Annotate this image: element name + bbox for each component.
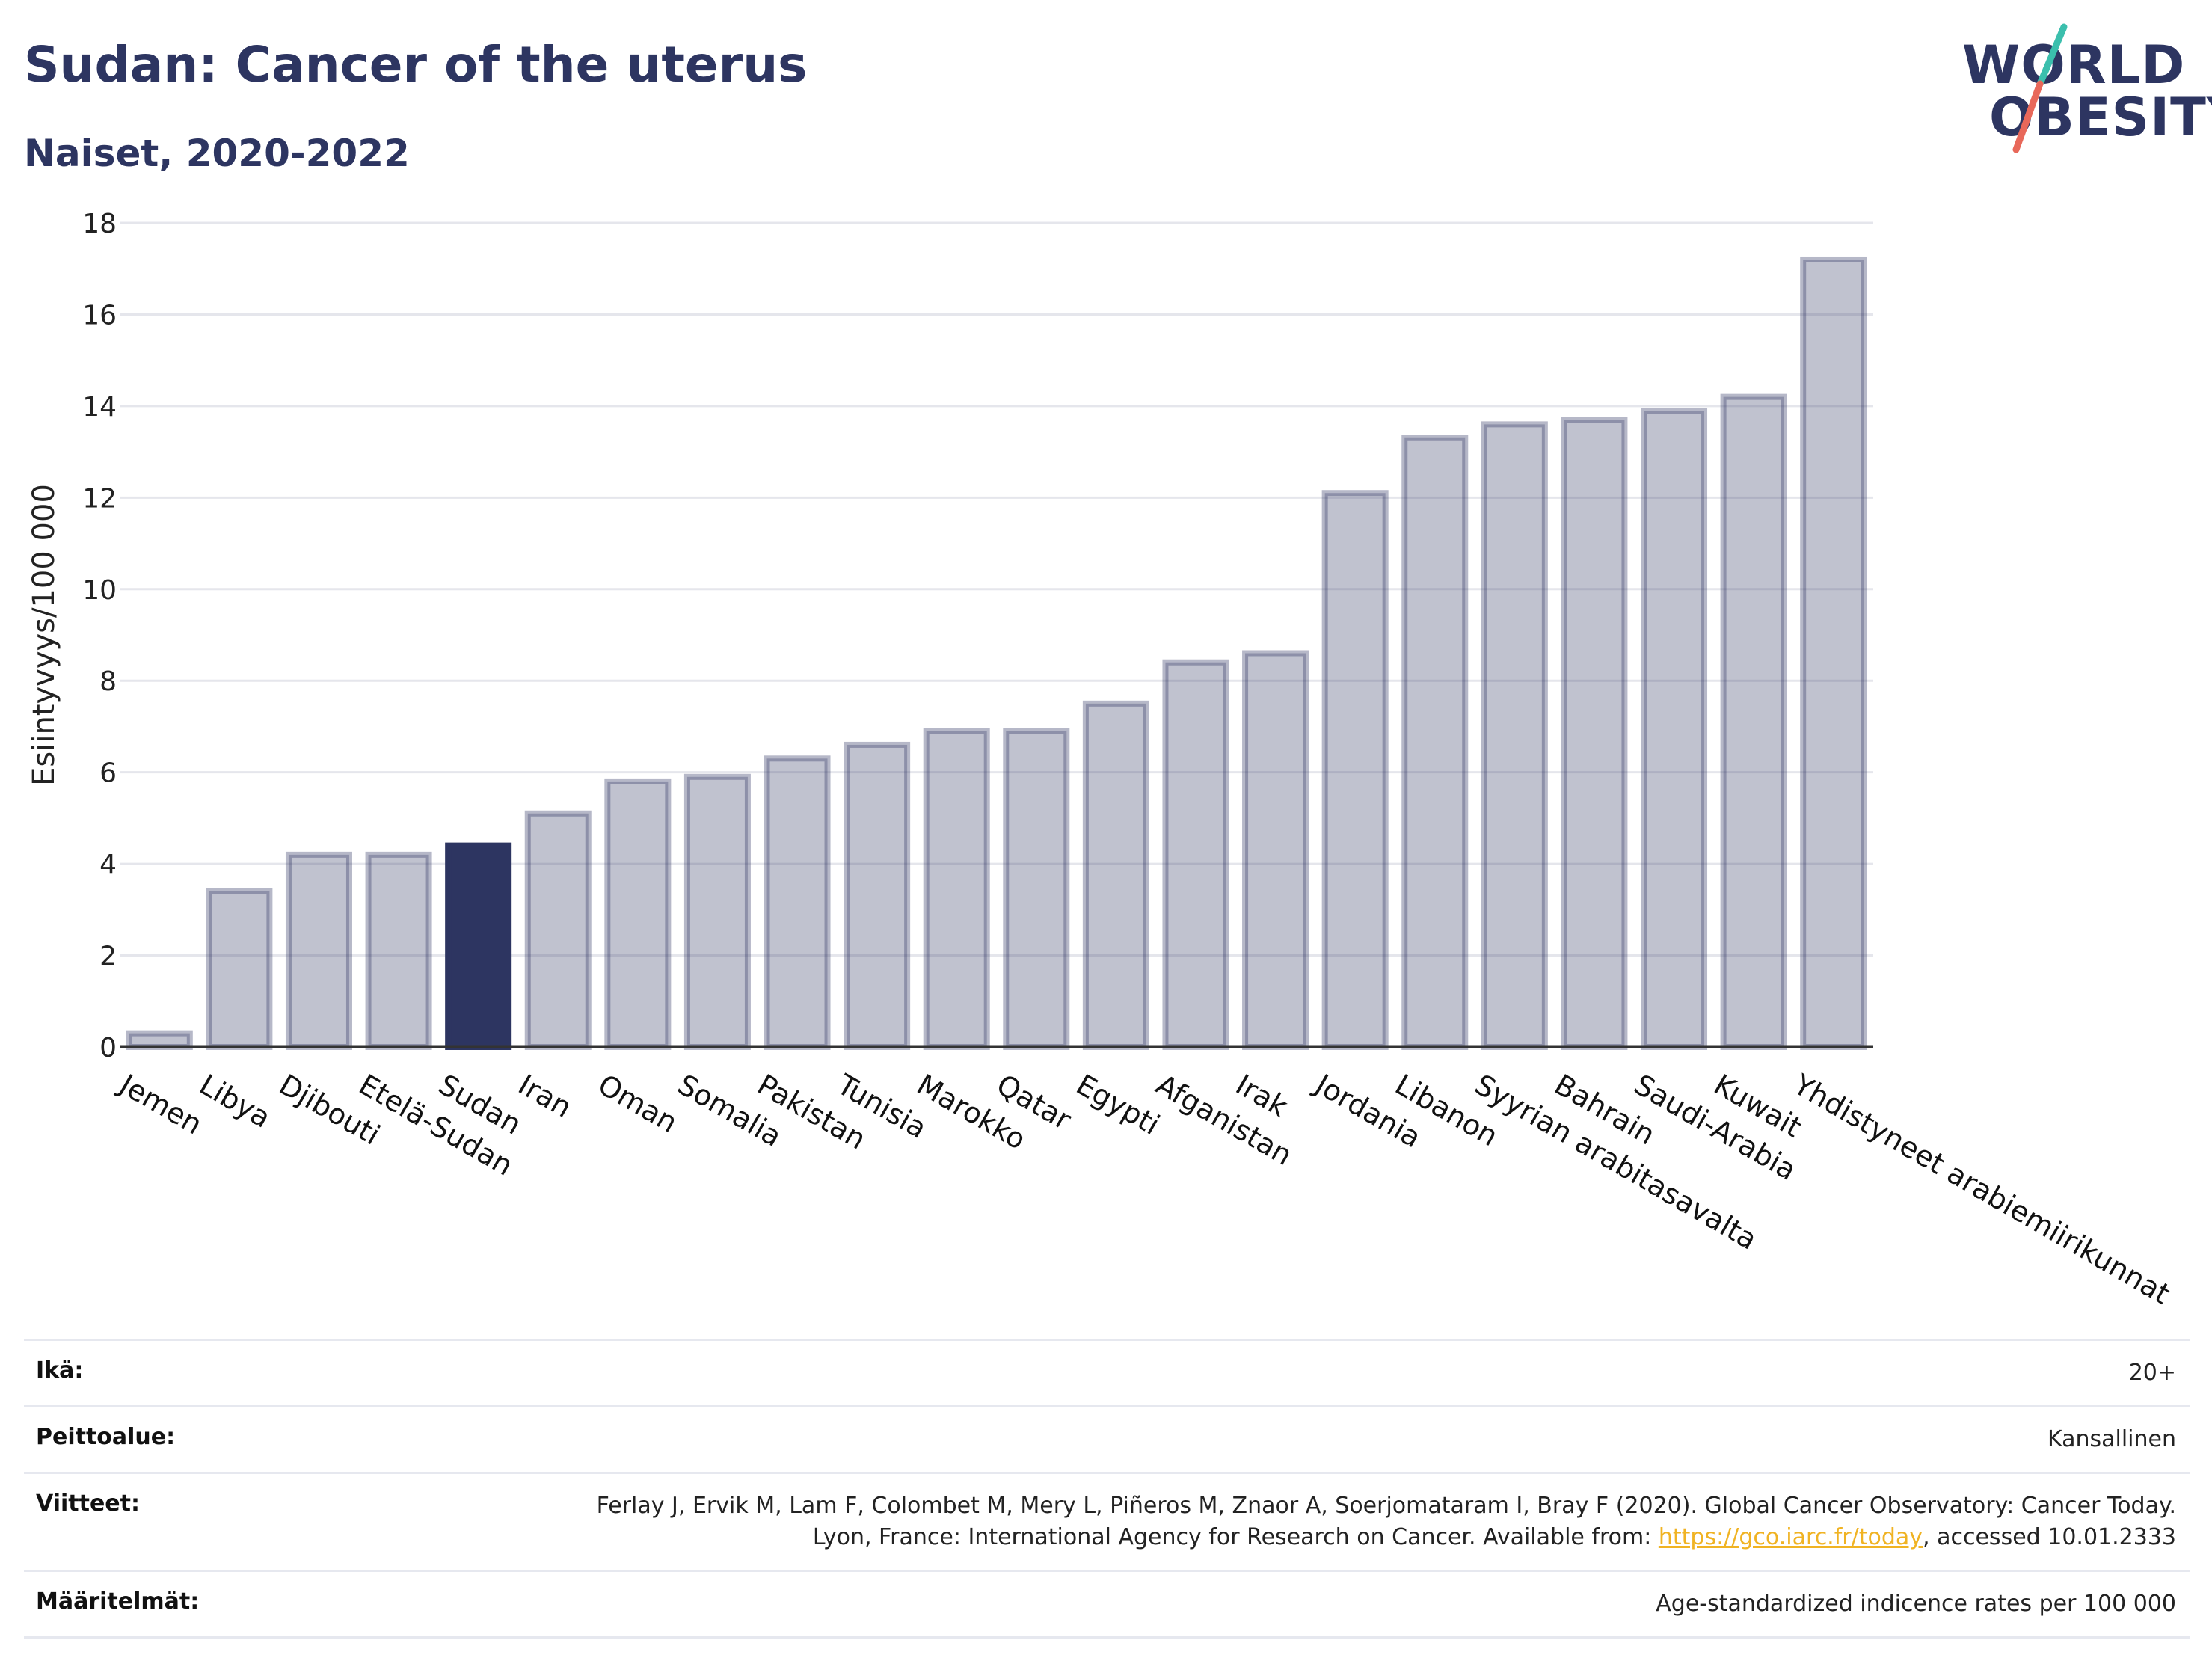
- info-row-coverage: Peittoalue: Kansallinen: [24, 1405, 2190, 1472]
- bar-somalia: [683, 773, 751, 1051]
- info-row-age: Ikä: 20+: [24, 1339, 2190, 1405]
- bar-oman: [604, 778, 672, 1051]
- bar-yhdistyneet-arabiemiirikunnat: [1800, 256, 1867, 1050]
- bar-bahrain: [1561, 417, 1628, 1050]
- bar-tunisia: [844, 741, 911, 1051]
- chart-title: Sudan: Cancer of the uterus: [24, 36, 808, 93]
- y-axis-label: Esiintyvyys/100 000: [27, 484, 61, 786]
- info-label-definitions: Määritelmät:: [36, 1588, 200, 1615]
- bar-kuwait: [1720, 393, 1787, 1050]
- bar-djibouti: [285, 851, 352, 1051]
- bar-marokko: [923, 728, 990, 1050]
- y-tick-label: 18: [82, 209, 117, 239]
- y-axis-ticks: 0 2 4 6 8 10 12 14 16 18: [82, 209, 117, 1063]
- bar-qatar: [1003, 728, 1070, 1050]
- bar-jemen: [126, 1030, 193, 1050]
- bar-afganistan: [1162, 659, 1229, 1050]
- info-value-references: Ferlay J, Ervik M, Lam F, Colombet M, Me…: [531, 1490, 2176, 1553]
- y-tick-label: 10: [82, 575, 117, 606]
- info-row-definitions: Määritelmät: Age-standardized indicence …: [24, 1570, 2190, 1639]
- reference-link[interactable]: https://gco.iarc.fr/today: [1658, 1524, 1923, 1550]
- bar-jordania: [1321, 490, 1389, 1050]
- bar-irak: [1242, 650, 1309, 1050]
- y-tick-label: 8: [99, 666, 117, 697]
- chart-subtitle: Naiset, 2020-2022: [24, 132, 410, 175]
- y-tick-label: 14: [82, 392, 117, 423]
- bar-pakistan: [764, 755, 831, 1050]
- bar-egypti: [1082, 700, 1149, 1050]
- x-tick-label-libya: Libya: [194, 1068, 276, 1134]
- info-value-coverage: Kansallinen: [2047, 1426, 2176, 1452]
- bar-etel-sudan: [365, 851, 432, 1051]
- bar-syyrian-arabitasavalta: [1481, 421, 1548, 1050]
- x-tick-label-yhdistyneet-arabiemiirikunnat: Yhdistyneet arabiemiirikunnat: [1787, 1067, 2175, 1310]
- info-label-references: Viitteet:: [36, 1490, 140, 1517]
- bar-libya: [206, 888, 273, 1051]
- info-row-references: Viitteet: Ferlay J, Ervik M, Lam F, Colo…: [24, 1472, 2190, 1570]
- bar-iran: [524, 810, 592, 1051]
- y-tick-label: 2: [99, 942, 117, 972]
- world-obesity-logo: WORLD OBESITY: [1944, 21, 2212, 156]
- y-tick-label: 6: [99, 758, 117, 789]
- info-label-coverage: Peittoalue:: [36, 1424, 176, 1450]
- x-tick-label-jemen: Jemen: [113, 1067, 208, 1141]
- bar-chart: 0 2 4 6 8 10 12 14 16 18 JemenLibyaDjiboutiEtelä-…: [27, 209, 2175, 1311]
- bar-saudi-arabia: [1641, 408, 1708, 1050]
- y-tick-label: 4: [99, 850, 117, 880]
- bars: [126, 256, 1867, 1051]
- grid-lines: [120, 221, 1873, 957]
- x-tick-label-oman: Oman: [592, 1068, 683, 1139]
- y-tick-label: 12: [82, 483, 117, 514]
- logo-line-1: WORLD: [1962, 34, 2186, 96]
- logo-slash-icon: [2012, 23, 2068, 153]
- reference-accessed: , accessed 10.01.2333: [1923, 1524, 2176, 1550]
- info-label-age: Ikä:: [36, 1357, 84, 1384]
- info-table: Ikä: 20+ Peittoalue: Kansallinen Viittee…: [24, 1339, 2190, 1639]
- reference-text: Ferlay J, Ervik M, Lam F, Colombet M, Me…: [596, 1493, 2176, 1550]
- y-tick-label: 16: [82, 300, 117, 331]
- y-tick-label: 0: [99, 1033, 117, 1063]
- bar-libanon: [1401, 435, 1469, 1050]
- bar-sudan: [445, 842, 512, 1050]
- x-tick-label-egypti: Egypti: [1071, 1068, 1165, 1141]
- info-value-definitions: Age-standardized indicence rates per 100…: [1656, 1591, 2176, 1617]
- info-value-age: 20+: [2128, 1360, 2176, 1386]
